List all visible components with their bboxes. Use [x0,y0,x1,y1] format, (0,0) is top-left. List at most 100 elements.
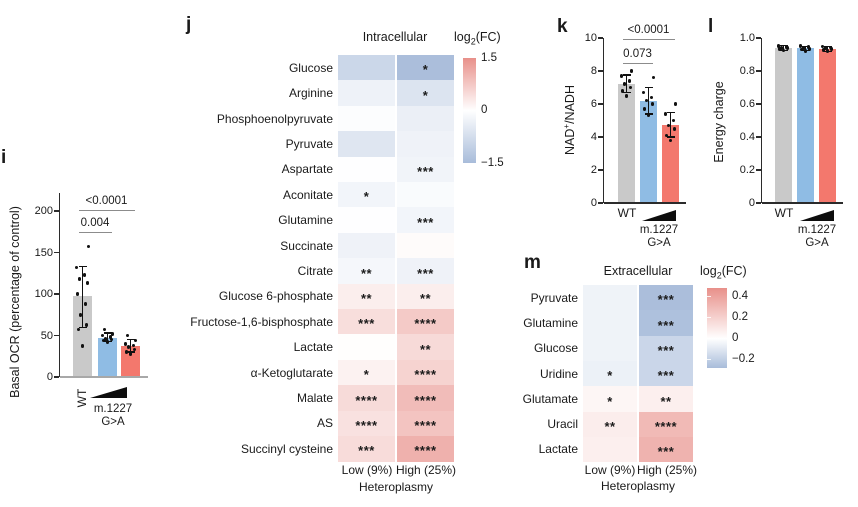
data-point [124,350,129,354]
heatmap-row-label: Glutamine [278,213,333,228]
significance-stars: *** [657,342,675,358]
error-bar-cap [126,338,135,341]
heatmap-cell [338,232,395,259]
y-axis-tick [756,202,761,204]
significance-stars: * [607,368,613,384]
significance-stars: *** [657,317,675,333]
data-point [110,332,115,336]
bar-gray [775,47,792,203]
bar-red [819,48,836,203]
error-bar-cap [779,44,788,47]
heatmap-cell: ** [583,411,637,438]
y-axis-tick-label: 0.6 [739,98,755,110]
heatmap-cell: *** [338,436,395,462]
panel-letter-m: m [524,252,541,273]
data-point [125,333,130,338]
significance-label: <0.0001 [85,195,128,207]
heatmap-row-label: Glucose [533,341,578,356]
colorbar-tick-label: −1.5 [481,156,504,169]
panel-k-mutation-sub-label: G>A [647,237,671,249]
significance-stars: * [363,367,370,383]
heatmap-cell: *** [639,285,693,311]
data-point [102,327,107,332]
panel-l-mutation-label: m.1227 [797,224,837,236]
significance-stars: ** [660,393,672,409]
data-point [642,107,647,111]
significance-line [78,232,112,234]
heatmap-cell: ** [338,283,395,310]
data-point [133,338,138,343]
significance-stars: **** [654,418,678,434]
y-axis-line [59,192,61,377]
colorbar-tick-mark [707,358,711,361]
data-point [671,118,676,123]
error-bar [804,46,807,51]
y-axis-line [761,38,763,203]
y-axis-tick-label: 0.8 [739,65,755,77]
panel-j-column-high-label: High (25%) [395,463,457,477]
significance-stars: ** [419,341,432,357]
data-point [85,281,90,285]
error-bar [106,333,109,342]
heatmap-row-label: Phosphoenolpyruvate [216,111,333,126]
significance-line [78,210,135,212]
heatmap-row-label: Citrate [297,263,333,278]
data-point [627,79,632,83]
colorbar-tick-label: 0.4 [732,289,748,302]
error-bar-cap [801,45,810,47]
heatmap-row-label: Succinyl cysteine [240,441,333,456]
data-point [646,113,651,118]
y-axis-tick-label: 0.4 [739,131,755,143]
bar-gray [618,84,635,203]
y-axis-tick [756,169,761,171]
data-point [807,46,812,51]
data-point [83,302,88,306]
error-bar [81,266,84,328]
error-bar-cap [78,265,87,268]
heatmap-row-label: Malate [296,390,333,405]
heatmap-cell [397,182,454,208]
significance-stars: **** [355,417,378,433]
bar-blue [98,337,117,377]
error-bar-cap [644,86,653,89]
heatmap-cell [338,105,395,132]
heatmap-cell: **** [397,410,454,437]
heatmap-row-label: Glucose [288,60,333,75]
data-point [798,44,803,49]
y-axis-tick [598,37,603,39]
panel-letter-k: k [557,16,568,37]
colorbar-tick-mark [707,295,711,298]
heatmap-cell: **** [338,410,395,437]
colorbar-tick-mark [707,337,711,340]
panel-m-title: Extracellular [603,264,673,278]
heatmap-row-label: Pyruvate [285,136,333,151]
bar-blue [640,100,657,203]
error-bar [669,112,672,137]
heatmap-cell: *** [639,335,693,362]
data-point [673,102,678,106]
data-point [76,327,81,332]
heatmap-cell: *** [397,156,454,183]
panel-letter-i: i [1,147,7,168]
y-axis-tick-label: 2 [590,164,597,176]
panel-m-column-low-label: Low (9%) [584,463,636,477]
data-point [128,351,133,356]
data-point [779,46,784,50]
heatmap-cell [338,55,395,81]
data-point [105,340,110,344]
heatmap-cell [338,156,395,183]
heatmap-cell: **** [397,359,454,386]
heatmap-cell: ** [338,258,395,284]
data-point [651,75,656,80]
data-point [620,89,625,93]
x-axis-line [604,202,686,204]
heatmap-row-label: Lactate [293,340,333,355]
significance-line [622,63,653,65]
y-axis-tick-label: 200 [34,205,53,217]
panel-i-mutation-sub-label: G>A [101,416,125,428]
significance-stars: **** [355,392,378,408]
y-axis-tick-label: 0 [590,197,597,209]
heatmap-cell: * [338,182,395,208]
data-point [644,98,649,103]
